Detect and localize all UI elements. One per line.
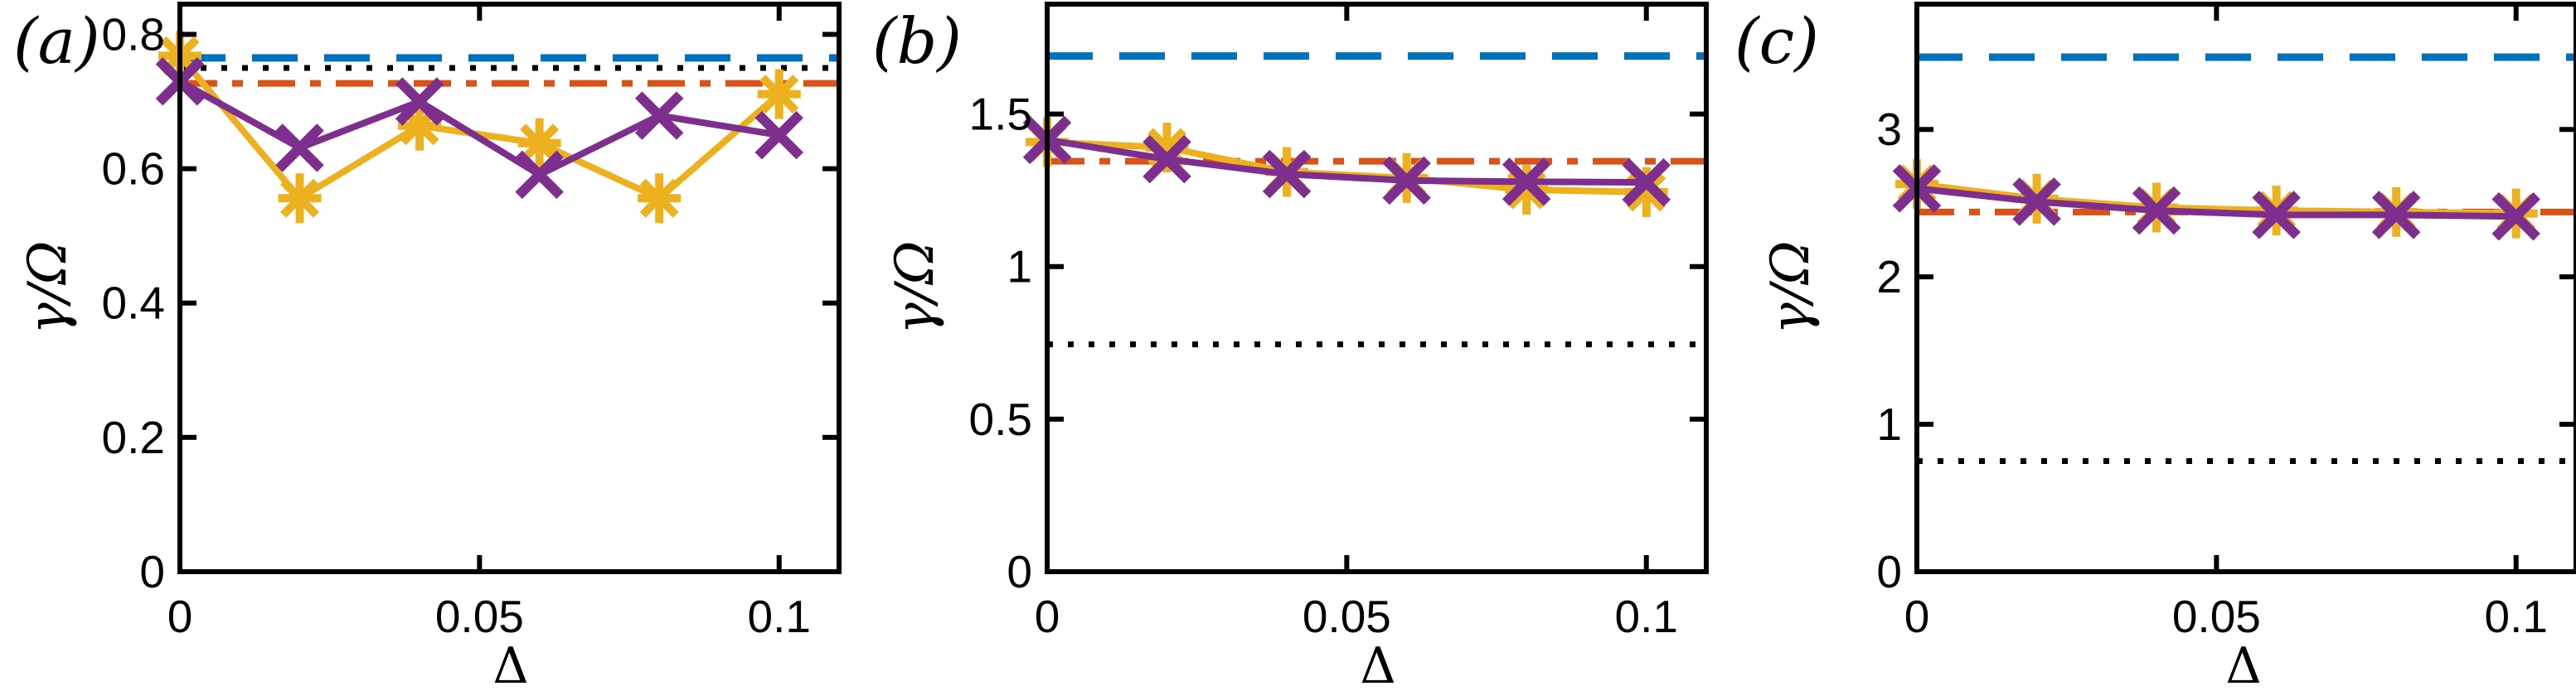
x-tick-label: 0.05 bbox=[1303, 591, 1391, 642]
y-tick-label: 0 bbox=[1876, 546, 1902, 597]
y-tick-label: 0 bbox=[1007, 546, 1032, 597]
axis-ticks: 0 0.05 0.1 0 1 2 3 bbox=[1876, 7, 2574, 642]
x-tick-label: 0 bbox=[1904, 591, 1930, 642]
x-tick-label: 0.05 bbox=[2172, 591, 2261, 642]
x-marker bbox=[395, 77, 444, 126]
x-marker bbox=[2491, 191, 2540, 241]
x-tick-label: 0.1 bbox=[747, 591, 810, 642]
reference-lines bbox=[180, 54, 839, 87]
x-axis-label-c: Δ bbox=[2225, 637, 2262, 691]
y-tick-label: 0.6 bbox=[102, 143, 165, 195]
y-tick-label: 1 bbox=[1007, 241, 1032, 292]
yellow-asterisk-series bbox=[1026, 117, 1668, 217]
panel-a: 0 0.05 0.1 0 0.2 0.4 0.6 0.8 bbox=[102, 2, 842, 642]
x-marker bbox=[2012, 177, 2061, 226]
axis-ticks: 0 0.05 0.1 0 0.5 1 1.5 bbox=[969, 7, 1704, 642]
x-marker bbox=[515, 150, 564, 200]
y-tick-label: 0 bbox=[139, 546, 165, 597]
x-marker bbox=[1142, 134, 1191, 184]
axis-frame bbox=[1045, 2, 1709, 574]
x-marker bbox=[1501, 157, 1551, 206]
x-axis-label-a: Δ bbox=[492, 637, 529, 691]
x-marker bbox=[1382, 156, 1431, 205]
axis-ticks: 0 0.05 0.1 0 0.2 0.4 0.6 0.8 bbox=[102, 7, 837, 642]
x-marker bbox=[1262, 149, 1312, 199]
reference-lines bbox=[1047, 52, 1706, 348]
y-tick-label: 0.8 bbox=[102, 8, 165, 60]
x-axis-label-b: Δ bbox=[1360, 637, 1396, 691]
panel-c: 0 0.05 0.1 0 1 2 3 bbox=[1876, 2, 2576, 642]
y-axis-label-b: γ/Ω bbox=[885, 240, 946, 335]
x-tick-label: 0.1 bbox=[2484, 591, 2547, 642]
panel-label-b: (b) bbox=[872, 4, 962, 78]
y-tick-label: 1 bbox=[1876, 399, 1902, 450]
asterisk-marker bbox=[517, 118, 561, 168]
x-marker bbox=[1622, 157, 1671, 207]
panel-label-a: (a) bbox=[13, 4, 100, 78]
y-axis-label-a: γ/Ω bbox=[17, 240, 79, 335]
y-tick-label: 2 bbox=[1876, 251, 1902, 302]
x-tick-label: 0.05 bbox=[435, 591, 524, 642]
purple-cross-series bbox=[1892, 164, 2540, 241]
x-tick-label: 0 bbox=[1035, 591, 1060, 642]
reference-lines bbox=[1917, 53, 2576, 465]
x-marker bbox=[2371, 191, 2421, 239]
y-tick-label: 0.5 bbox=[969, 394, 1032, 445]
asterisk-marker bbox=[638, 173, 682, 224]
x-tick-label: 0 bbox=[167, 591, 193, 642]
x-marker bbox=[634, 91, 684, 140]
x-tick-label: 0.1 bbox=[1614, 591, 1677, 642]
y-tick-label: 1.5 bbox=[969, 89, 1032, 140]
x-marker bbox=[754, 110, 803, 160]
asterisk-marker bbox=[757, 69, 801, 119]
y-tick-label: 0.4 bbox=[102, 278, 165, 329]
panel-label-c: (c) bbox=[1734, 4, 1819, 78]
yellow-asterisk-series bbox=[158, 31, 801, 224]
axis-frame bbox=[177, 2, 842, 574]
axis-frame bbox=[1914, 2, 2576, 574]
panel-b: 0 0.05 0.1 0 0.5 1 1.5 bbox=[969, 2, 1709, 642]
asterisk-marker bbox=[278, 173, 322, 224]
y-tick-label: 3 bbox=[1876, 104, 1902, 155]
x-marker bbox=[2132, 186, 2181, 235]
y-axis-label-c: γ/Ω bbox=[1760, 240, 1822, 335]
x-marker bbox=[275, 123, 324, 172]
y-tick-label: 0.2 bbox=[102, 412, 165, 463]
x-marker bbox=[2252, 191, 2301, 239]
